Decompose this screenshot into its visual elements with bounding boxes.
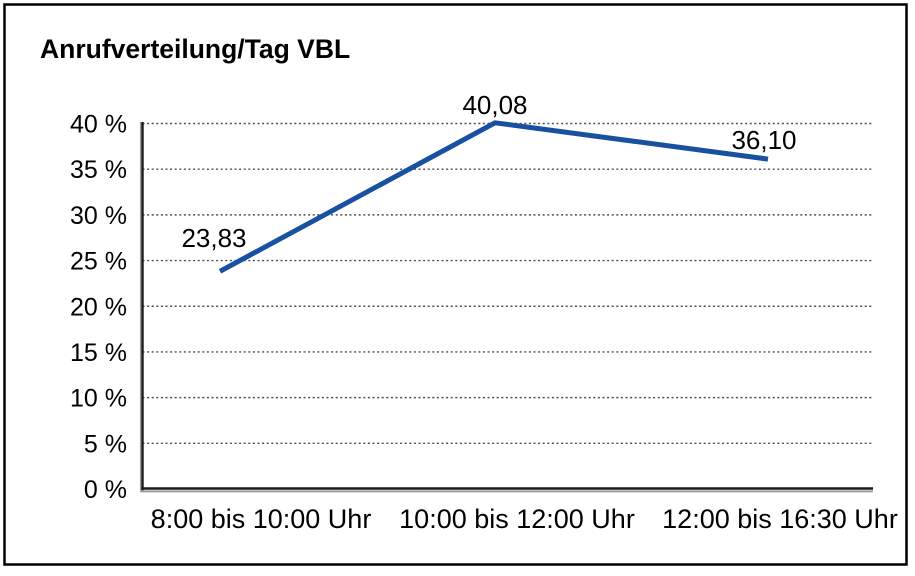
y-axis-label: 40 % <box>70 111 127 139</box>
data-point-label: 23,83 <box>181 223 246 253</box>
chart-title: Anrufverteilung/Tag VBL <box>40 34 350 64</box>
x-axis-labels: 8:00 bis 10:00 Uhr 10:00 bis 12:00 Uhr 12:… <box>151 504 898 534</box>
data-point-label: 36,10 <box>731 125 796 155</box>
axes <box>139 122 873 493</box>
x-axis-label: 10:00 bis 12:00 Uhr <box>399 504 635 534</box>
data-point-label: 40,08 <box>462 90 527 120</box>
outer-border <box>3 3 908 566</box>
y-axis-label: 20 % <box>70 293 127 321</box>
gridlines <box>142 122 873 445</box>
data-series-line <box>218 120 769 274</box>
y-axis-label: 25 % <box>70 248 127 276</box>
y-axis-labels: 0 % 5 % 10 % 15 % 20 % 25 % 30 % 35 % 40 % <box>70 111 127 505</box>
y-axis-label: 0 % <box>84 476 127 504</box>
y-axis-label: 15 % <box>70 339 127 367</box>
x-axis-label: 8:00 bis 10:00 Uhr <box>151 504 372 534</box>
y-axis-label: 35 % <box>70 156 127 184</box>
y-axis-label: 30 % <box>70 202 127 230</box>
x-axis-label: 12:00 bis 16:30 Uhr <box>662 504 898 534</box>
y-axis-label: 10 % <box>70 385 127 413</box>
data-point-labels: 23,83 40,08 36,10 <box>181 90 796 253</box>
y-axis-label: 5 % <box>84 430 127 458</box>
